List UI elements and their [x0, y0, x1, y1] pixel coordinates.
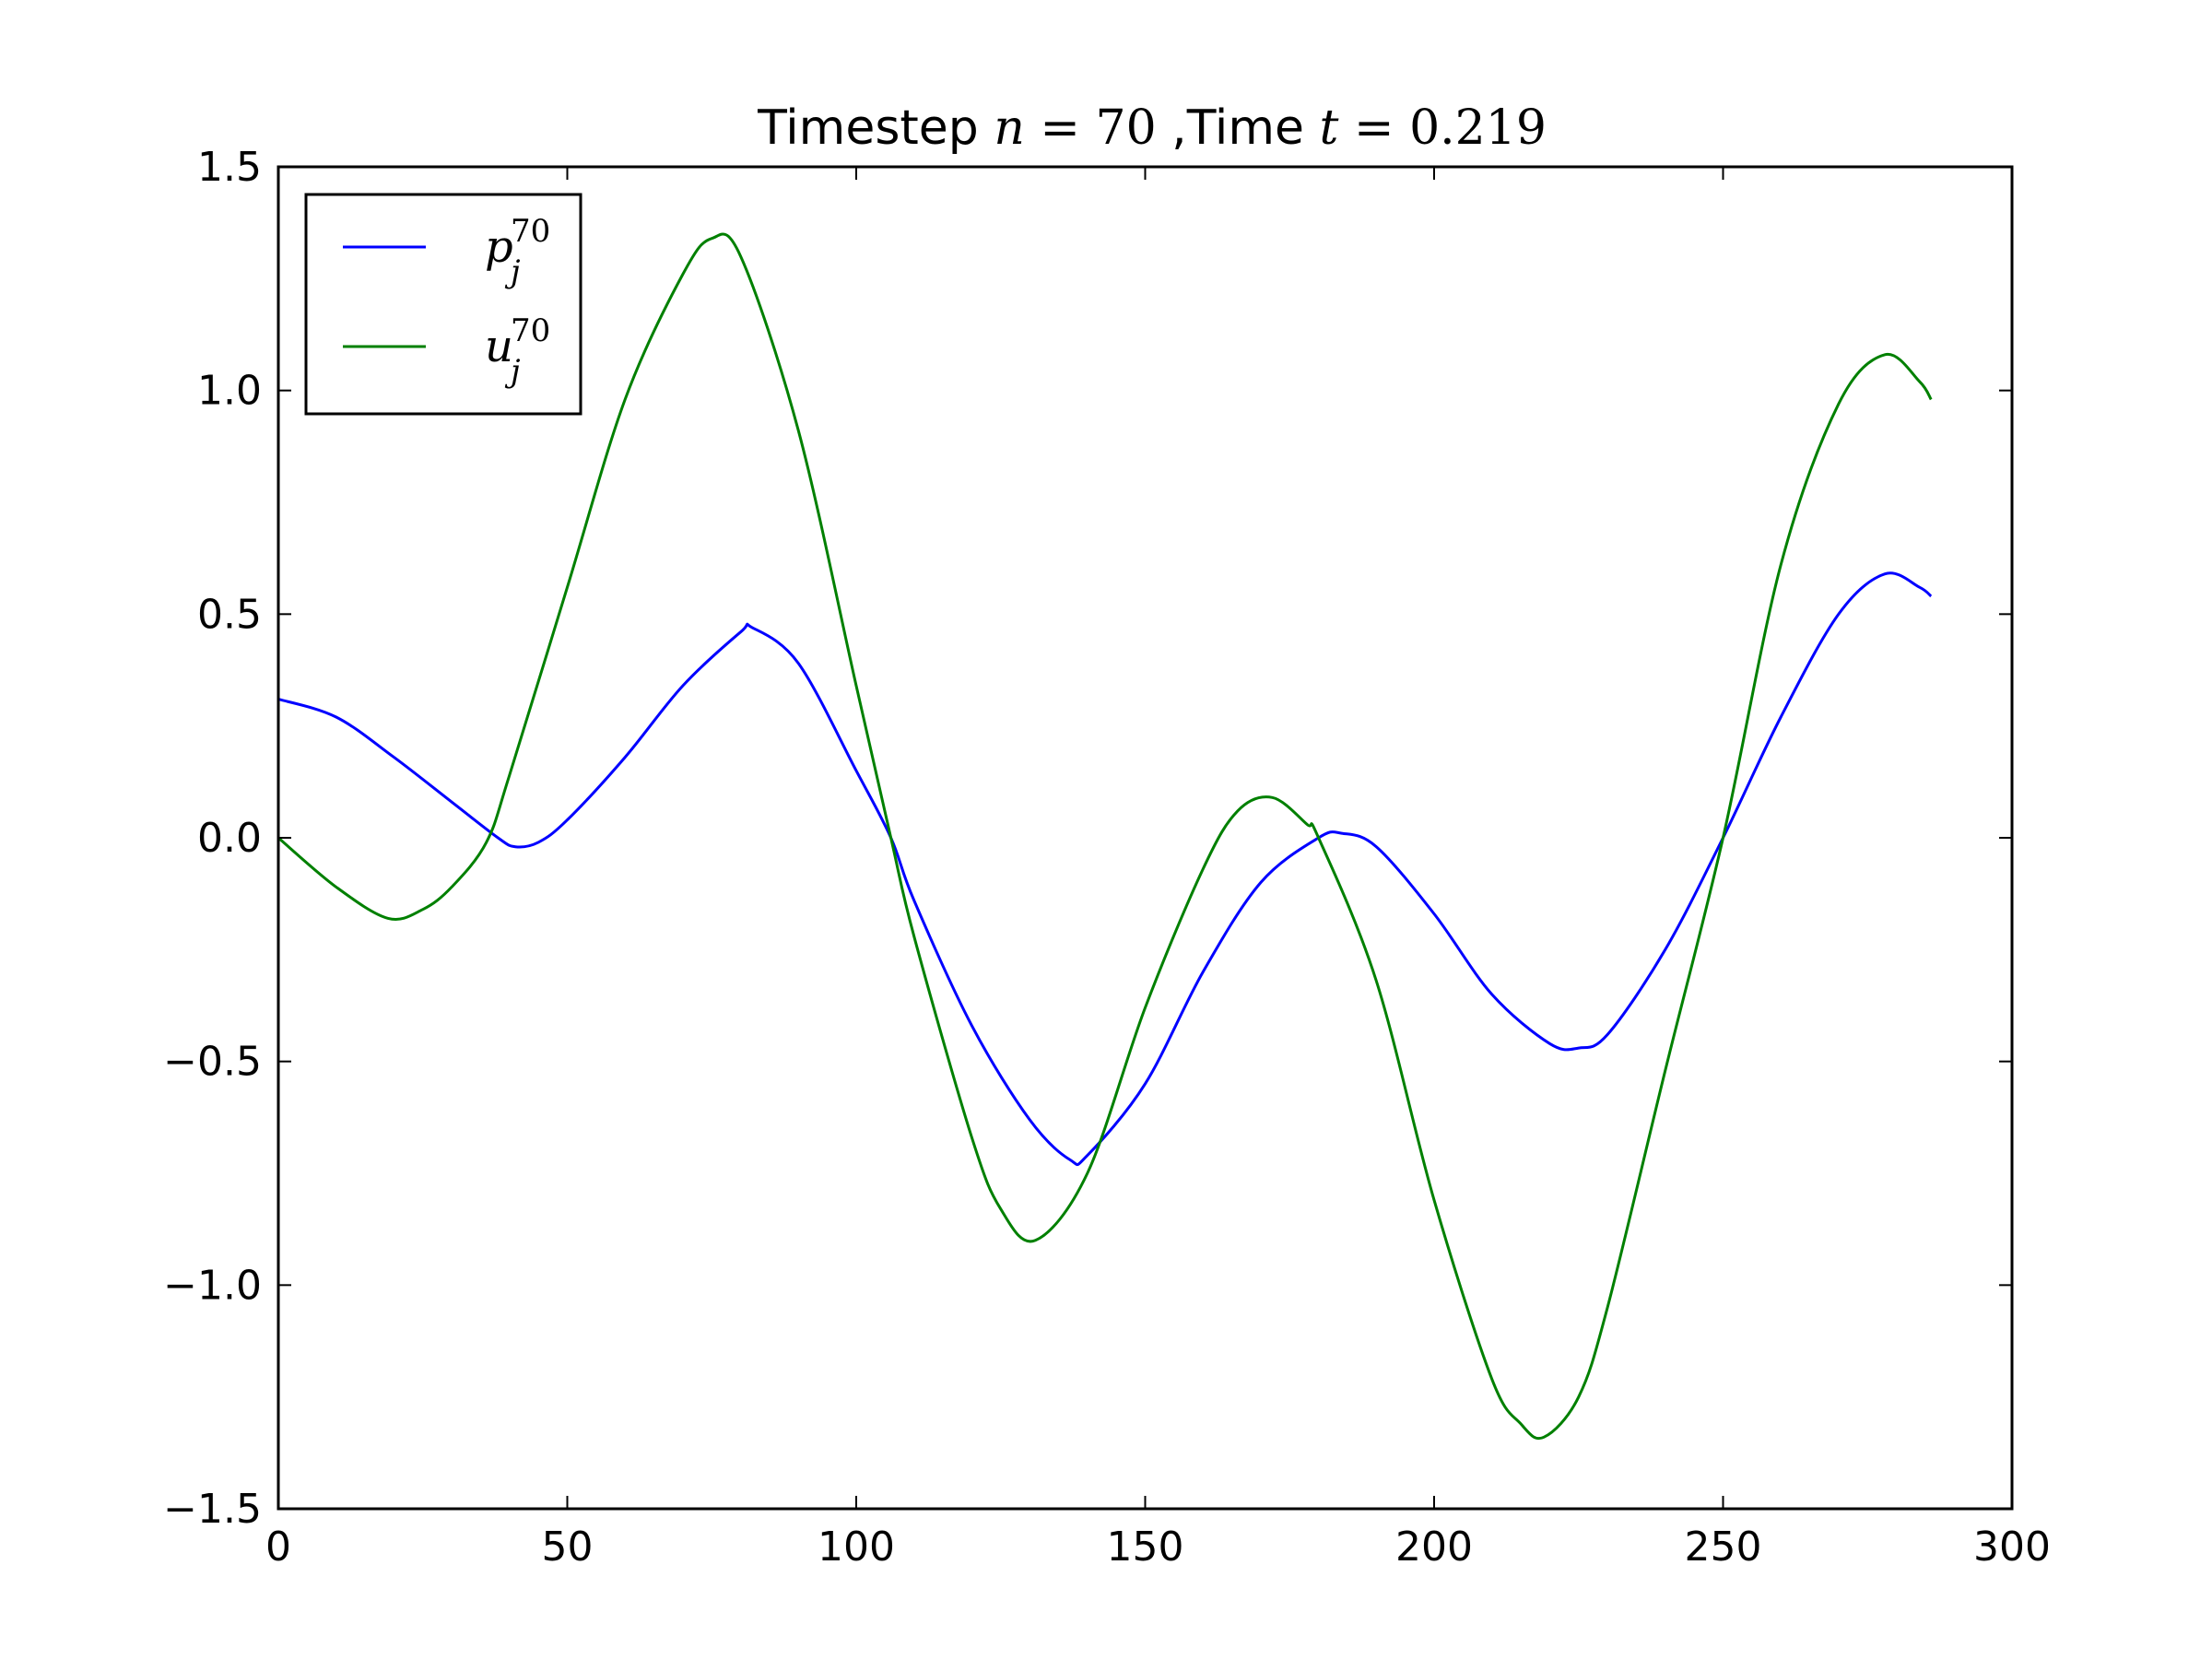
y-tick-label: −1.0 [163, 1262, 262, 1309]
legend-label-u: u 70 j [485, 312, 550, 390]
x-tick-label: 250 [1685, 1524, 1762, 1571]
plot-layer: 0 50 100 150 200 250 300 −1.5 −1.0 −0.5 0.0 0.5 1.0 1… [163, 144, 2051, 1571]
y-tick-label: 1.5 [197, 144, 262, 191]
series-line-u [277, 232, 1933, 1441]
y-tick-label: −1.5 [163, 1486, 262, 1533]
chart-title: Timestep n = 70 ,Time t = 0.219 [757, 100, 1547, 156]
title-t-symbol: t [1320, 100, 1339, 156]
legend: p 70 j u 70 j [304, 193, 582, 416]
title-t-value: 0.219 [1409, 100, 1547, 156]
y-tick-label: 0.5 [197, 591, 262, 638]
title-equals-1: = [1025, 100, 1096, 156]
title-prefix: Timestep [757, 100, 994, 156]
y-tick-label: 0.0 [197, 815, 262, 862]
legend-superscript-u: 70 [511, 312, 550, 349]
y-tick-label: 1.0 [197, 368, 262, 415]
title-n-symbol: n [994, 100, 1025, 156]
title-equals-2: = [1338, 100, 1409, 156]
legend-symbol-p: p [485, 221, 513, 273]
x-tick-label: 100 [818, 1524, 895, 1571]
legend-superscript-p: 70 [511, 213, 550, 250]
x-tick-label: 300 [1973, 1524, 2051, 1571]
x-tick-label: 200 [1395, 1524, 1473, 1571]
y-tick-label: −0.5 [163, 1039, 262, 1086]
legend-frame [304, 193, 582, 416]
title-n-value: 70 [1095, 100, 1156, 156]
legend-symbol-u: u [485, 321, 513, 372]
x-tick-label: 50 [542, 1524, 594, 1571]
title-middle: ,Time [1157, 100, 1320, 156]
series-line-p [277, 571, 1933, 1167]
series-group [277, 232, 1933, 1441]
x-tick-label: 0 [265, 1524, 291, 1571]
x-tick-label: 150 [1107, 1524, 1184, 1571]
